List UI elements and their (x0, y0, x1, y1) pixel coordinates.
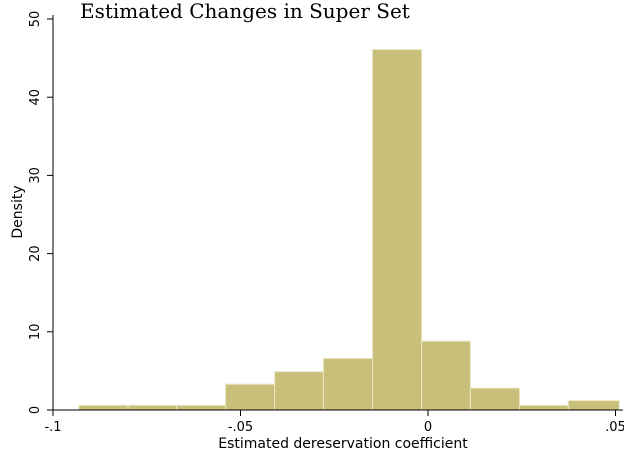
y-tick-label: 30 (28, 167, 43, 184)
ticks-layer: -.1 -.05 0 .05 0 10 20 30 40 50 (28, 11, 624, 435)
y-tick-label: 40 (28, 89, 43, 106)
x-tick-label: .05 (605, 420, 624, 435)
histogram-bar (519, 404, 569, 411)
x-tick-label: -.1 (44, 420, 61, 435)
y-axis-title: Density (10, 185, 26, 238)
histogram-bar (567, 400, 620, 411)
y-tick-label: 10 (28, 324, 43, 341)
histogram-bar (176, 404, 226, 411)
axes-layer (52, 15, 623, 411)
y-tick-label: 0 (28, 406, 43, 414)
histogram-bar (372, 49, 423, 411)
labels-layer: Estimated dereservation coefficient Dens… (10, 185, 468, 451)
histogram-bar (469, 387, 521, 411)
y-tick-label: 20 (28, 245, 43, 262)
y-tick-label: 50 (28, 11, 43, 28)
histogram-bar (421, 340, 471, 411)
histogram-bar (322, 357, 374, 411)
chart-title: Estimated Changes in Super Set (80, 0, 410, 23)
histogram-bar (225, 383, 276, 411)
bars-layer (78, 49, 620, 411)
x-axis-title: Estimated dereservation coefficient (218, 436, 468, 451)
histogram-bar (78, 404, 129, 411)
histogram-bar (127, 404, 178, 411)
title-layer: Estimated Changes in Super Set (80, 0, 410, 23)
x-tick-label: -.05 (228, 420, 253, 435)
x-tick-label: 0 (424, 420, 432, 435)
histogram-bar (274, 371, 324, 411)
